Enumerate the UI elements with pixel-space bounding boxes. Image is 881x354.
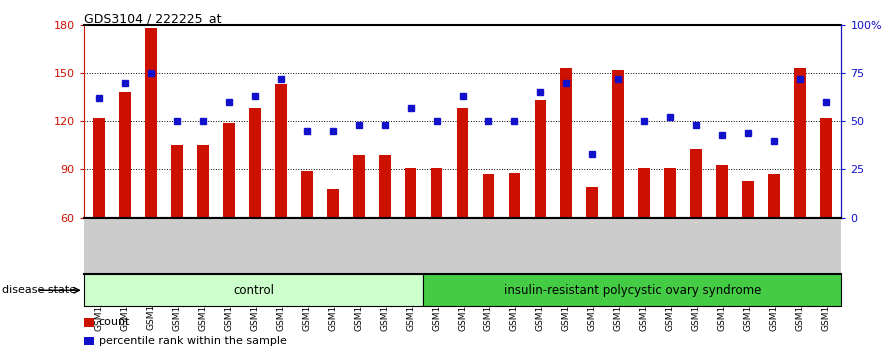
Bar <box>768 174 780 218</box>
Bar <box>327 189 338 218</box>
Bar <box>508 173 521 218</box>
Bar <box>404 168 417 218</box>
Bar <box>612 70 624 218</box>
Bar <box>275 84 286 218</box>
Text: insulin-resistant polycystic ovary syndrome: insulin-resistant polycystic ovary syndr… <box>504 284 761 297</box>
Bar <box>742 181 754 218</box>
Bar <box>424 274 841 306</box>
Bar <box>171 145 183 218</box>
Bar <box>353 155 365 218</box>
Bar <box>223 123 235 218</box>
Bar <box>145 28 157 218</box>
Bar <box>560 68 572 218</box>
Bar <box>197 145 209 218</box>
Text: control: control <box>233 284 274 297</box>
Text: percentile rank within the sample: percentile rank within the sample <box>99 336 286 346</box>
Bar <box>119 92 131 218</box>
Bar <box>820 118 832 218</box>
Bar <box>587 187 598 218</box>
Bar <box>483 174 494 218</box>
Bar <box>93 118 105 218</box>
Bar <box>431 168 442 218</box>
Text: GDS3104 / 222225_at: GDS3104 / 222225_at <box>84 12 221 25</box>
Bar <box>249 108 261 218</box>
Bar <box>301 171 313 218</box>
Text: count: count <box>99 318 130 327</box>
Bar <box>535 100 546 218</box>
Bar <box>379 155 390 218</box>
Bar <box>690 149 702 218</box>
Bar <box>794 68 806 218</box>
Text: disease state: disease state <box>2 285 76 295</box>
Bar <box>84 274 424 306</box>
Bar <box>456 108 469 218</box>
Bar <box>716 165 728 218</box>
Bar <box>664 168 676 218</box>
Bar <box>639 168 650 218</box>
